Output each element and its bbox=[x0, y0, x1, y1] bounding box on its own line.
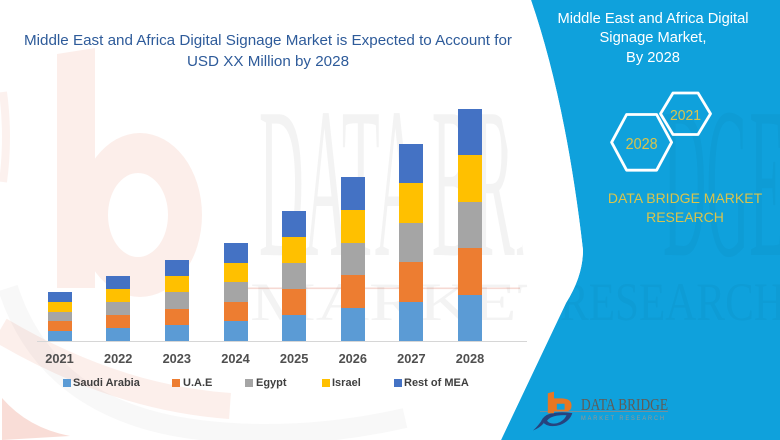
svg-text:DATA BRIDGE: DATA BRIDGE bbox=[581, 395, 668, 414]
svg-text:2021: 2021 bbox=[670, 107, 701, 124]
svg-text:RESEARCH: RESEARCH bbox=[560, 272, 780, 332]
svg-text:2028: 2028 bbox=[626, 136, 658, 153]
svg-text:MARKET RESEARCH: MARKET RESEARCH bbox=[581, 416, 666, 422]
